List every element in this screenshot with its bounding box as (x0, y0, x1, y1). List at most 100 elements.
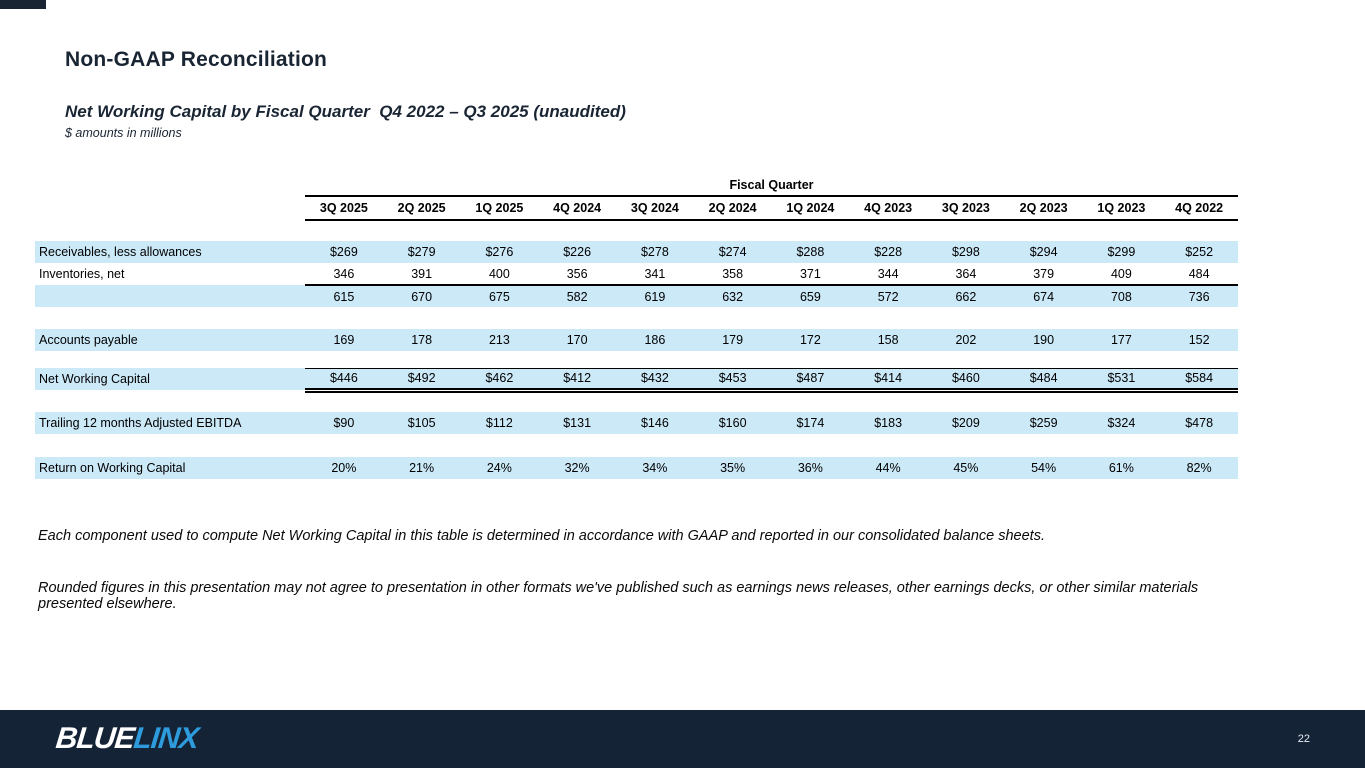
value-cell: 82% (1160, 457, 1238, 479)
spacer-cell (35, 390, 1238, 412)
value-cell: 736 (1160, 285, 1238, 307)
value-cell: 572 (849, 285, 927, 307)
value-cell: $279 (382, 241, 461, 263)
value-cell: 358 (693, 263, 772, 286)
net-working-capital-table-container: Fiscal Quarter 3Q 2025 2Q 2025 1Q 2025 4Q 20… (35, 174, 1238, 479)
row-label: Receivables, less allowances (35, 241, 305, 263)
value-cell: 213 (460, 329, 539, 351)
column-header: 1Q 2023 (1082, 196, 1161, 221)
bluelinx-logo: BLUELINX (54, 722, 200, 756)
value-cell: 170 (538, 329, 616, 351)
value-cell: 670 (382, 285, 461, 307)
value-cell: $90 (305, 412, 383, 434)
value-cell: $462 (460, 367, 539, 393)
net-working-capital-table: Fiscal Quarter 3Q 2025 2Q 2025 1Q 2025 4Q 20… (35, 174, 1238, 479)
column-header: 4Q 2024 (538, 196, 616, 221)
page-number: 22 (1297, 733, 1310, 745)
value-cell: 35% (693, 457, 772, 479)
value-cell: $228 (849, 241, 927, 263)
value-cell: 24% (460, 457, 539, 479)
fiscal-quarter-label: Fiscal Quarter (305, 174, 1238, 197)
spacer-row (35, 434, 1238, 457)
value-cell: 179 (693, 329, 772, 351)
column-header: 2Q 2024 (693, 196, 772, 221)
value-cell: 341 (616, 263, 694, 286)
units-note: $ amounts in millions (65, 126, 182, 140)
value-cell: $299 (1082, 241, 1161, 263)
table-row: 615 670 675 582 619 632 659 572 662 674 708 736 (35, 285, 1238, 307)
logo-linx-text: LINX (131, 722, 200, 755)
value-cell: 36% (771, 457, 850, 479)
value-cell: 379 (1004, 263, 1083, 286)
value-cell: $487 (771, 367, 850, 393)
value-cell: $160 (693, 412, 772, 434)
column-header: 3Q 2023 (927, 196, 1005, 221)
value-cell: $298 (927, 241, 1005, 263)
value-cell: 371 (771, 263, 850, 286)
value-cell: 708 (1082, 285, 1161, 307)
value-cell: $294 (1004, 241, 1083, 263)
value-cell: 391 (382, 263, 461, 286)
value-cell: 61% (1082, 457, 1161, 479)
slide-subtitle: Net Working Capital by Fiscal Quarter Q4… (65, 102, 626, 121)
spacer-cell (35, 434, 1238, 457)
value-cell: $460 (927, 367, 1005, 393)
row-label: Inventories, net (39, 267, 125, 281)
row-label-cell (35, 174, 305, 196)
spacer-row (35, 351, 1238, 368)
value-cell: 659 (771, 285, 850, 307)
value-cell: 582 (538, 285, 616, 307)
value-cell: 484 (1160, 263, 1238, 286)
value-cell: $252 (1160, 241, 1238, 263)
spacer-row (35, 390, 1238, 412)
value-cell: 662 (927, 285, 1005, 307)
value-cell: $146 (616, 412, 694, 434)
value-cell: $584 (1160, 367, 1238, 393)
value-cell: 190 (1004, 329, 1083, 351)
value-cell: $209 (927, 412, 1005, 434)
value-cell: 356 (538, 263, 616, 286)
logo-blue-text: BLUE (54, 722, 136, 755)
table-row: Inventories, net 346 391 400 356 341 358 371 344… (35, 263, 1238, 286)
value-cell: 34% (616, 457, 694, 479)
value-cell: 21% (382, 457, 461, 479)
table-row: Receivables, less allowances $269 $279 $276… (35, 241, 1238, 263)
value-cell: 44% (849, 457, 927, 479)
footnote-gaap: Each component used to compute Net Worki… (38, 528, 1045, 544)
value-cell: $278 (616, 241, 694, 263)
spacer-cell (35, 351, 1238, 368)
value-cell: $531 (1082, 367, 1161, 393)
value-cell: 615 (305, 285, 383, 307)
value-cell: $183 (849, 412, 927, 434)
row-label: Trailing 12 months Adjusted EBITDA (35, 412, 305, 434)
value-cell: 186 (616, 329, 694, 351)
column-header: 1Q 2024 (771, 196, 850, 221)
table-body: Fiscal Quarter 3Q 2025 2Q 2025 1Q 2025 4Q 20… (35, 174, 1238, 479)
spacer-cell (35, 220, 1238, 241)
row-label (35, 285, 305, 307)
value-cell: 158 (849, 329, 927, 351)
value-cell: $276 (460, 241, 539, 263)
value-cell: $105 (382, 412, 461, 434)
value-cell: $288 (771, 241, 850, 263)
value-cell: 172 (771, 329, 850, 351)
table-row: Return on Working Capital 20% 21% 24% 32% 34%… (35, 457, 1238, 479)
corner-accent-bar (0, 0, 46, 9)
page-title: Non-GAAP Reconciliation (65, 48, 328, 71)
column-header: 3Q 2025 (305, 196, 383, 221)
value-cell: $484 (1004, 367, 1083, 393)
value-cell: $226 (538, 241, 616, 263)
row-label: Net Working Capital (35, 368, 305, 390)
value-cell: $432 (616, 367, 694, 393)
value-cell: 177 (1082, 329, 1161, 351)
value-cell: 346 (305, 263, 383, 286)
value-cell: $412 (538, 367, 616, 393)
column-header: 3Q 2024 (616, 196, 694, 221)
column-header: 4Q 2023 (849, 196, 927, 221)
value-cell: $131 (538, 412, 616, 434)
value-cell: $112 (460, 412, 539, 434)
row-label: Return on Working Capital (35, 457, 305, 479)
table-row: Net Working Capital $446 $492 $462 $412 $432 $… (35, 367, 1238, 393)
footnote-rounding: Rounded figures in this presentation may… (38, 580, 1199, 612)
spacer-row (35, 307, 1238, 329)
